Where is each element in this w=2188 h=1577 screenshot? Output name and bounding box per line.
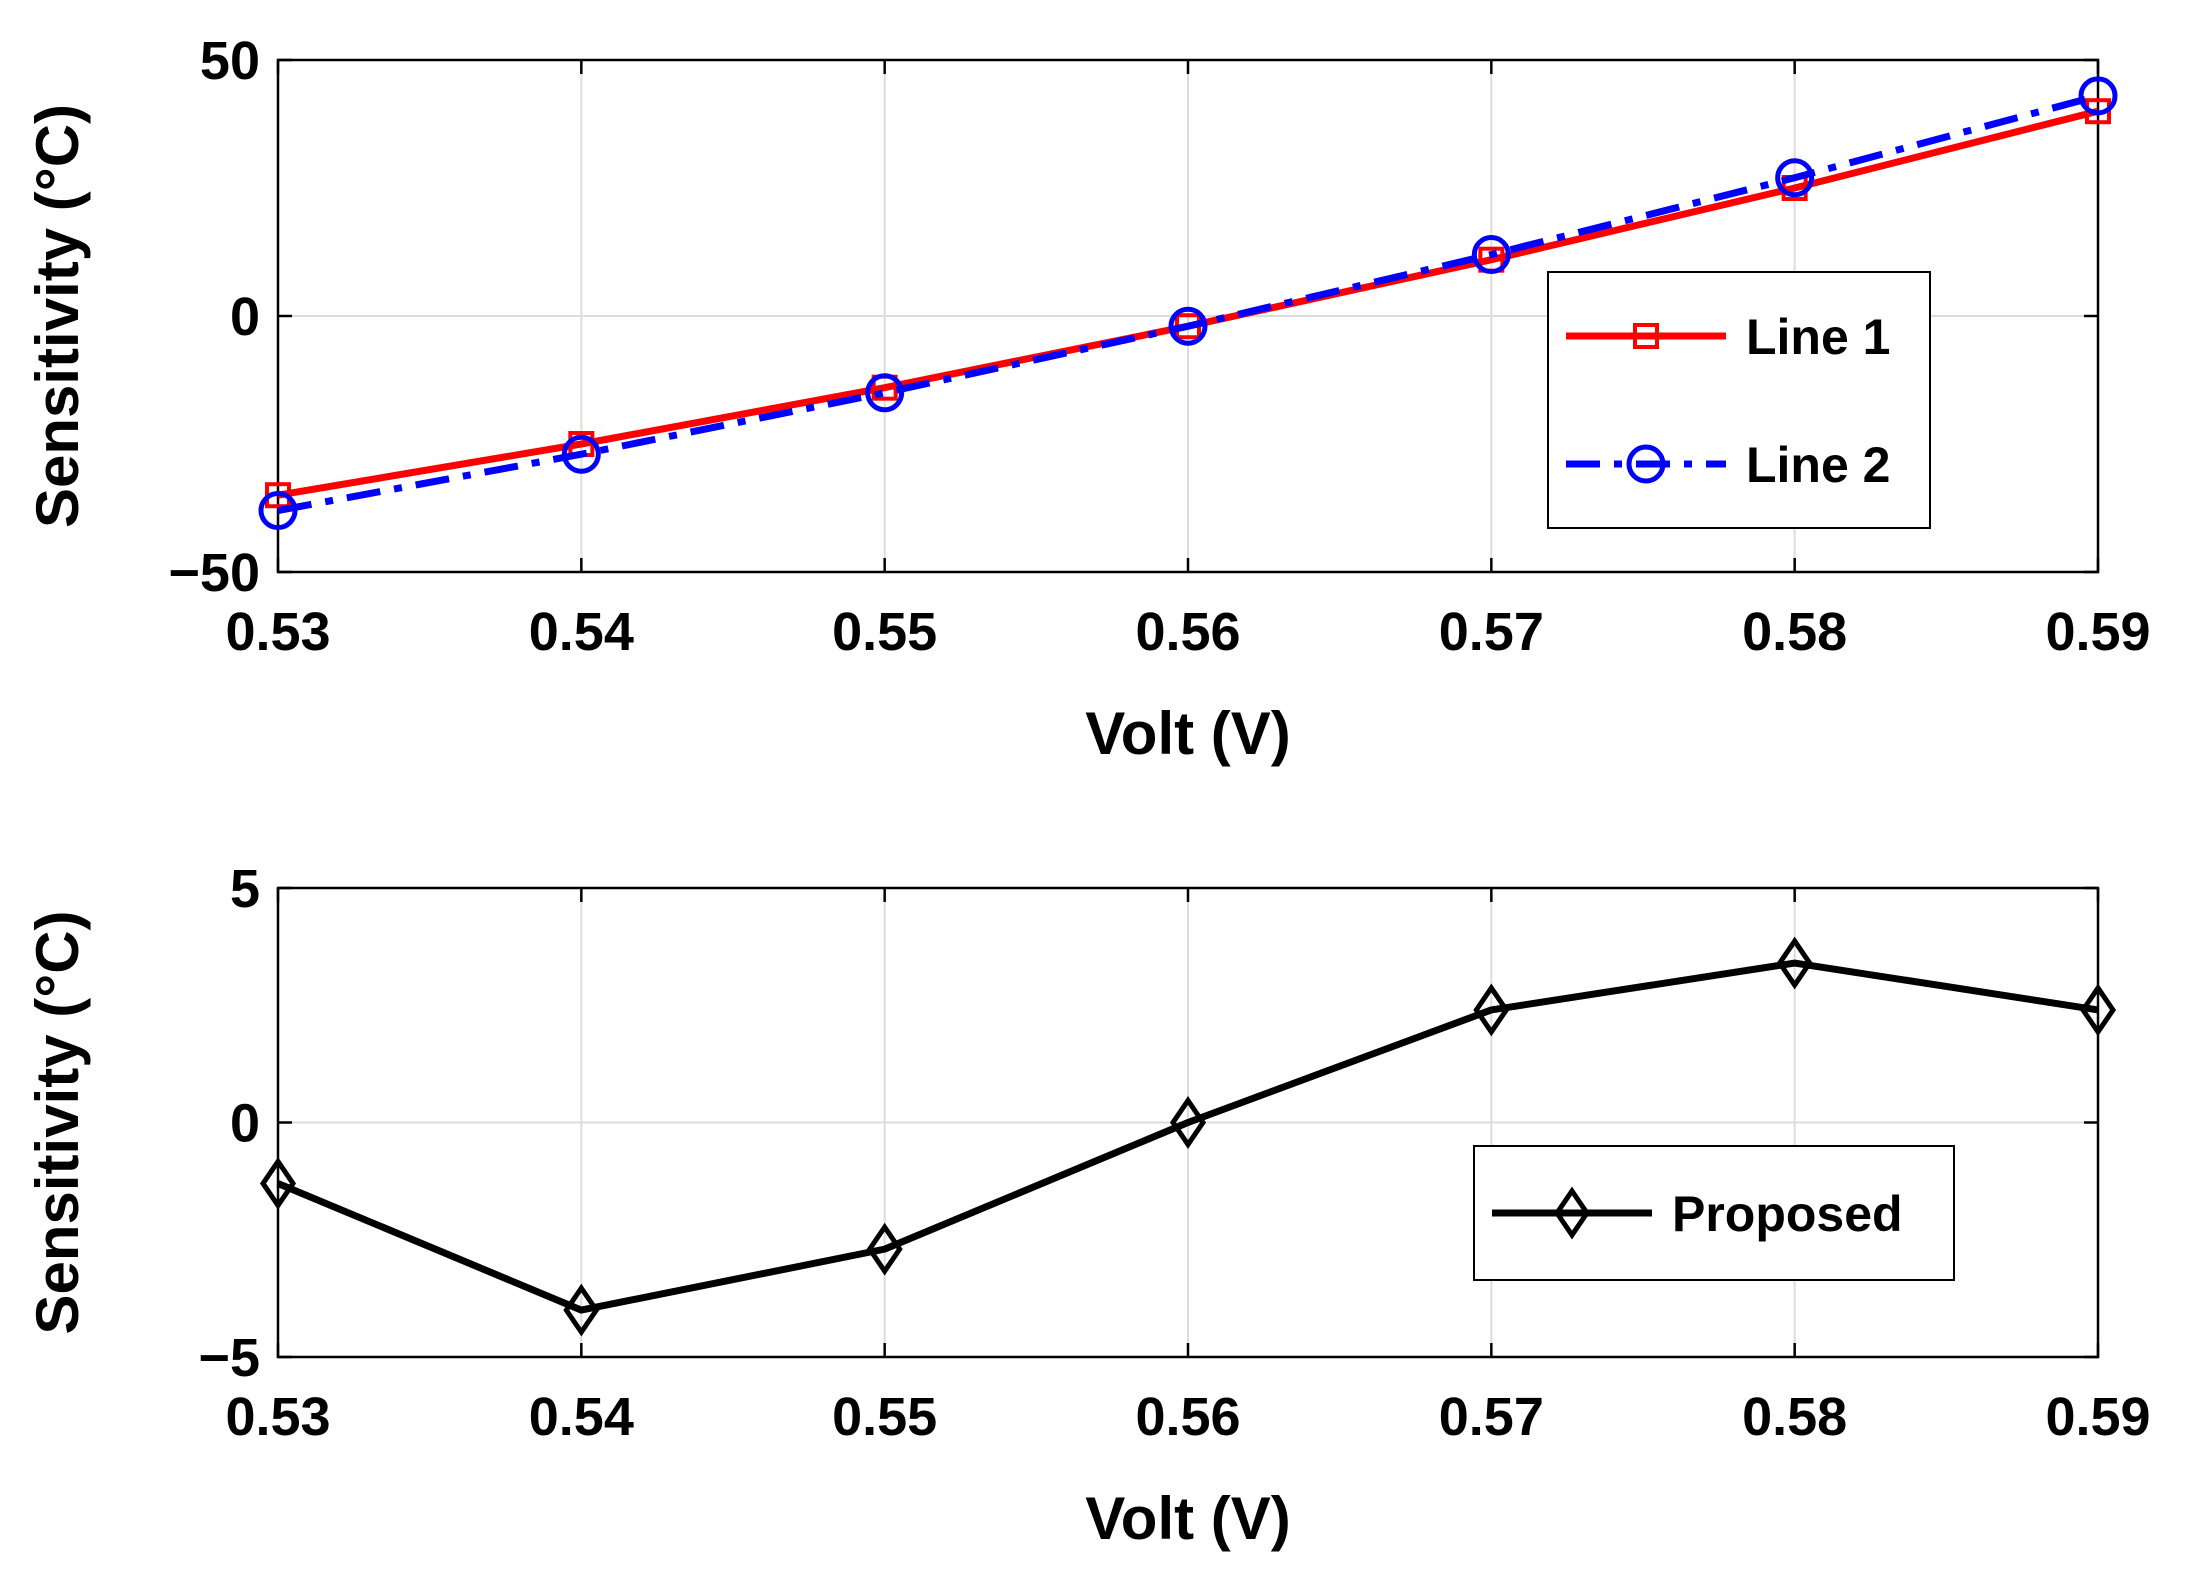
chart-2: 0.53 0.54 0.55 0.56 0.57 0.58 0.59 5 0 −5 Volt (V)… (24, 859, 2151, 1552)
x-axis-label: Volt (V) (1085, 700, 1291, 767)
x-tick-label: 0.59 (2045, 602, 2150, 662)
data-point (866, 1222, 903, 1276)
legend: Line 1 Line 2 (1547, 271, 1931, 529)
x-tick-label: 0.54 (529, 602, 634, 662)
y-tick-label: −5 (198, 1328, 260, 1388)
data-point (258, 491, 298, 531)
y-tick-label: 50 (200, 31, 260, 91)
series-proposed (259, 936, 2117, 1337)
legend-label: Line 2 (1746, 437, 1890, 493)
y-tick-label: 0 (230, 1094, 260, 1154)
data-point (1775, 158, 1815, 198)
data-point (561, 434, 601, 474)
data-point (2079, 983, 2117, 1037)
data-point (1169, 1096, 1207, 1149)
x-tick-label: 0.54 (529, 1387, 634, 1447)
x-tick-label: 0.56 (1135, 602, 1240, 662)
data-point (1776, 936, 1813, 990)
x-axis-label: Volt (V) (1085, 1485, 1291, 1552)
chart-1: 0.53 0.54 0.55 0.56 0.57 0.58 0.59 50 0 −50 Volt (… (24, 31, 2151, 767)
data-point (563, 1283, 600, 1337)
series-line-2 (258, 76, 2118, 531)
series-line (276, 959, 2099, 1314)
x-tick-label: 0.58 (1742, 602, 1847, 662)
legend-marker (1626, 444, 1666, 484)
data-point (1168, 306, 1208, 346)
x-tick-label: 0.57 (1439, 1387, 1544, 1447)
legend-box (1547, 271, 1931, 529)
data-point (259, 1157, 297, 1210)
legend-marker (1553, 1186, 1591, 1240)
x-tick-label: 0.59 (2045, 1387, 2150, 1447)
y-axis-label: Sensitivity (°C) (24, 104, 91, 528)
data-point (865, 373, 905, 413)
x-tick-label: 0.55 (832, 602, 937, 662)
x-tick-label: 0.53 (225, 1387, 330, 1447)
x-tick-label: 0.57 (1439, 602, 1544, 662)
y-tick-label: 5 (230, 859, 260, 919)
y-tick-label: 0 (230, 287, 260, 347)
x-tick-label: 0.53 (225, 602, 330, 662)
y-axis-label: Sensitivity (°C) (24, 910, 91, 1334)
legend: Proposed (1473, 1145, 1955, 1281)
legend-marker (1633, 323, 1659, 349)
x-tick-label: 0.56 (1135, 1387, 1240, 1447)
legend-label: Proposed (1672, 1186, 1903, 1242)
legend-label: Line 1 (1746, 309, 1890, 365)
data-point (2078, 76, 2118, 116)
y-tick-label: −50 (168, 543, 260, 603)
x-tick-label: 0.58 (1742, 1387, 1847, 1447)
data-point (1473, 983, 1510, 1037)
data-point (1471, 235, 1511, 275)
x-tick-label: 0.55 (832, 1387, 937, 1447)
series-line (277, 92, 2099, 515)
